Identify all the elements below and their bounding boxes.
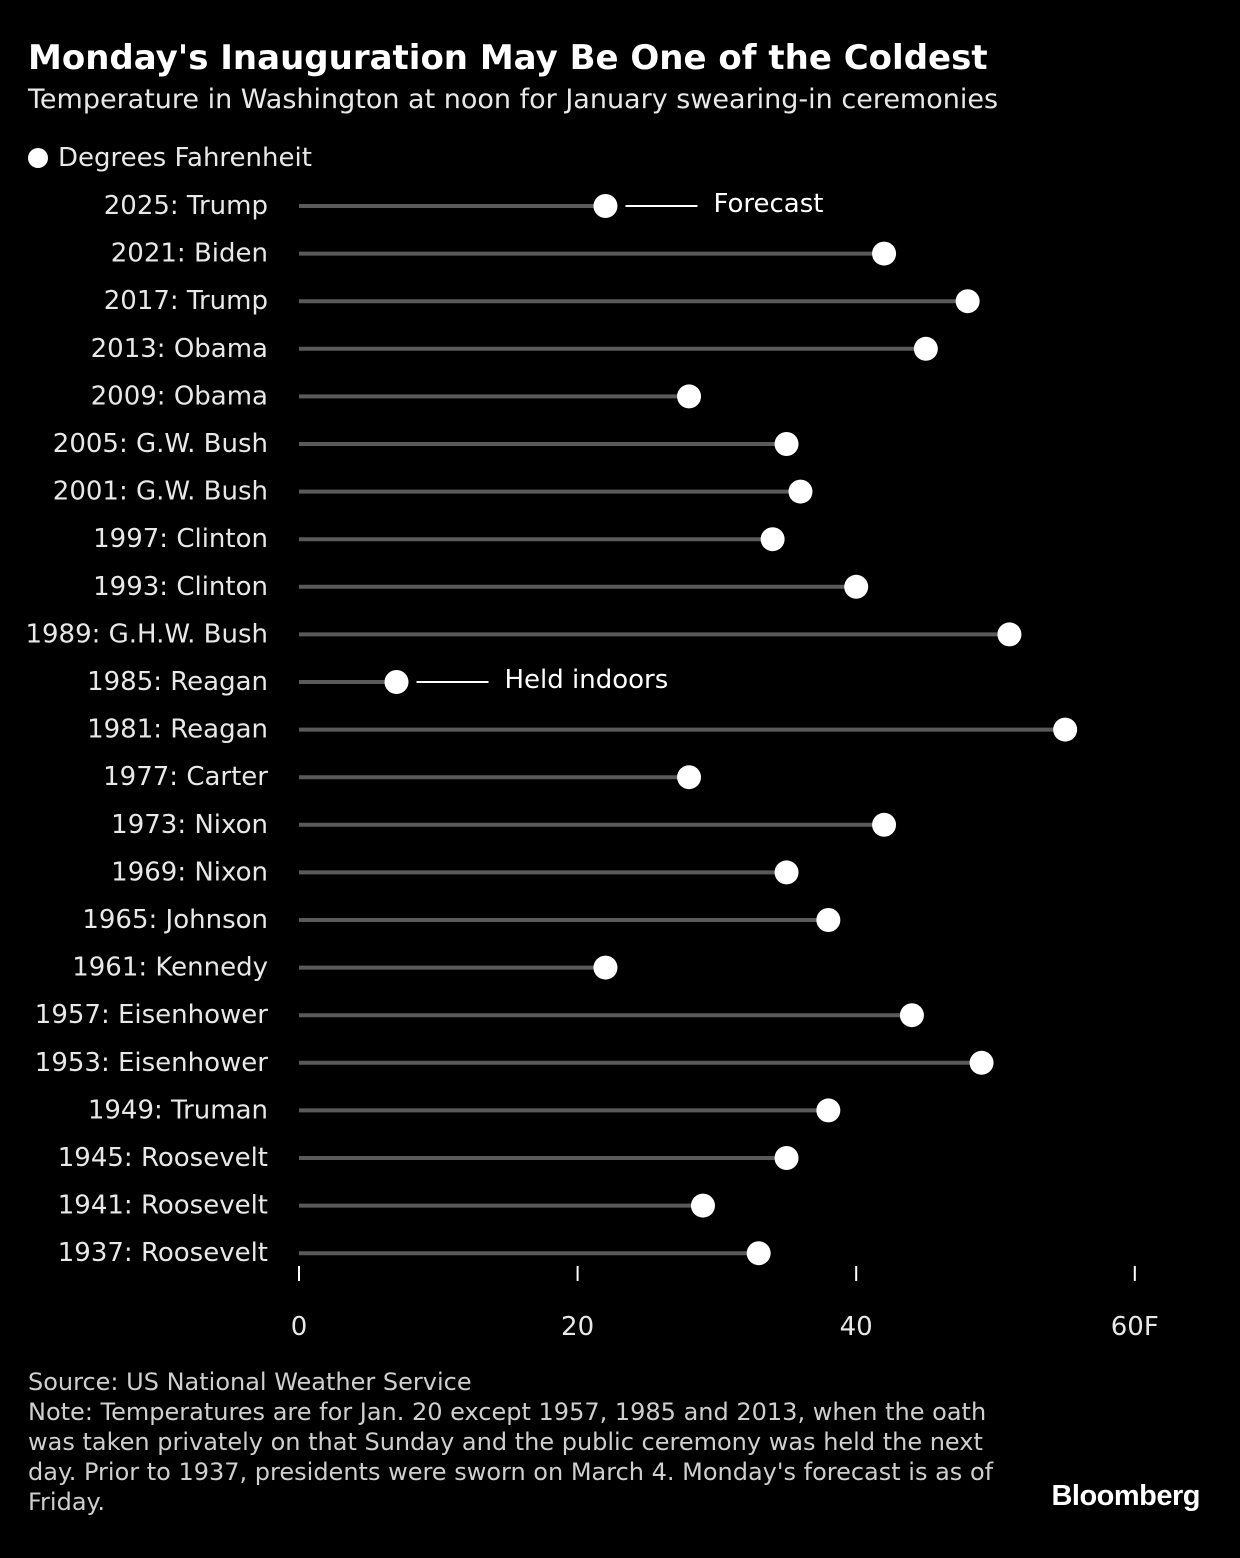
row-label: 1981: Reagan [87,715,268,745]
data-point [690,1193,715,1218]
row-label: 2025: Trump [104,191,268,221]
data-point [913,336,938,361]
data-point [774,1146,799,1170]
data-point [760,527,785,552]
x-axis-tick-label: 60F [1111,1312,1159,1342]
bloomberg-logo: Bloomberg [1051,1480,1200,1512]
data-point [872,241,897,266]
chart-subtitle: Temperature in Washington at noon for Ja… [28,84,999,115]
note-text: Note: Temperatures are for Jan. 20 excep… [28,1398,994,1516]
data-point [816,908,841,932]
data-point [844,574,869,599]
data-point [593,955,618,980]
source-text: Source: US National Weather Service [28,1368,472,1396]
data-point [816,1098,841,1123]
data-point [788,479,813,504]
legend: Degrees Fahrenheit [28,140,312,176]
row-label: 1937: Roosevelt [58,1238,268,1268]
annotation-label: Held indoors [505,665,669,695]
data-point [746,1241,771,1266]
data-point [774,432,799,456]
row-label: 2021: Biden [111,239,268,269]
row-label: 1953: Eisenhower [35,1048,269,1078]
row-label: 2005: G.W. Bush [53,429,268,459]
data-point [997,622,1022,647]
row-label: 1985: Reagan [87,667,268,697]
row-label: 1941: Roosevelt [58,1191,268,1221]
x-axis-tick-label: 0 [291,1312,308,1342]
data-point [384,670,409,694]
row-label: 2017: Trump [104,286,268,316]
row-label: 1961: Kennedy [72,953,268,983]
row-label: 1993: Clinton [93,572,268,602]
x-axis-tick-label: 20 [561,1312,594,1342]
row-label: 1997: Clinton [93,524,268,554]
x-axis-tick-label: 40 [840,1312,873,1342]
row-label: 1949: Truman [88,1095,268,1125]
footer: Source: US National Weather Service Note… [28,1367,1008,1517]
row-label: 2013: Obama [91,334,268,364]
row-label: 1973: Nixon [111,810,268,840]
data-point [969,1050,994,1075]
legend-dot-icon [28,148,48,168]
annotation-label: Forecast [713,189,823,219]
row-label: 1989: G.H.W. Bush [25,619,268,649]
row-label: 1957: Eisenhower [35,1000,269,1030]
chart-title: Monday's Inauguration May Be One of the … [28,38,988,78]
row-label: 1945: Roosevelt [58,1143,268,1173]
data-point [677,765,702,790]
row-label: 2001: G.W. Bush [53,477,268,507]
data-point [955,289,980,314]
data-point [1053,717,1078,742]
data-point [593,194,618,218]
row-label: 2009: Obama [91,381,268,411]
row-label: 1965: Johnson [82,905,268,935]
legend-label: Degrees Fahrenheit [58,143,312,173]
data-point [872,812,897,837]
data-point [899,1003,924,1028]
data-point [774,860,799,885]
data-point [677,384,702,409]
row-label: 1969: Nixon [111,857,268,887]
row-label: 1977: Carter [103,762,268,792]
